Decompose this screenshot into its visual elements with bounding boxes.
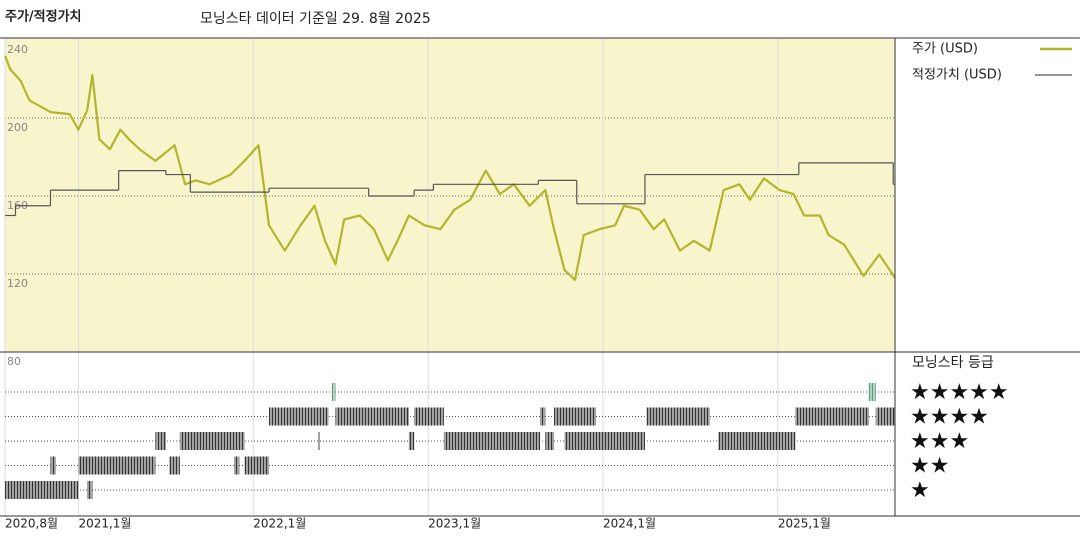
rating-stripe — [317, 432, 320, 450]
chart-subtitle: 모닝스타 데이터 기준일 29. 8월 2025 — [200, 11, 431, 27]
rating-stripe — [335, 407, 409, 426]
legend-label: 주가 (USD) — [912, 42, 978, 57]
price-line — [3, 55, 896, 281]
rating-stripe — [646, 407, 710, 426]
rating-stripe — [50, 456, 56, 475]
y-tick-label: 240 — [7, 43, 28, 56]
x-tick-label: 2025,1월 — [778, 517, 831, 531]
rating-stripe — [718, 432, 796, 450]
rating-label: ★ — [910, 478, 930, 503]
rating-stripe — [795, 407, 869, 426]
rating-stripe — [331, 383, 336, 401]
y-tick-label: 120 — [7, 277, 28, 290]
x-tick-label: 2020,8월 — [5, 517, 58, 531]
rating-label: ★★ — [910, 454, 949, 479]
x-tick-label: 2024,1월 — [603, 517, 656, 531]
x-tick-label: 2021,1월 — [78, 517, 131, 531]
legend-label: 적정가치 (USD) — [912, 68, 1002, 83]
rating-stripe — [443, 432, 541, 450]
rating-stripe — [554, 407, 597, 426]
y-tick-label: 200 — [7, 121, 28, 134]
rating-label: ★★★ — [910, 429, 969, 454]
rating-stripe — [244, 456, 270, 475]
chart-title: 주가/적정가치 — [5, 9, 82, 25]
rating-title: 모닝스타 등급 — [912, 355, 994, 371]
rating-stripe — [540, 407, 546, 426]
rating-stripe — [875, 407, 895, 426]
rating-stripe — [169, 456, 180, 475]
rating-stripe — [414, 407, 444, 426]
rating-stripe — [564, 432, 645, 450]
plot-background — [5, 38, 895, 352]
rating-stripe — [408, 432, 415, 450]
y-tick-label: 80 — [7, 355, 21, 368]
rating-stripe — [78, 456, 156, 475]
rating-stripe — [179, 432, 245, 450]
rating-stripe — [868, 383, 876, 401]
x-tick-label: 2022,1월 — [253, 517, 306, 531]
rating-stripe — [155, 432, 166, 450]
rating-stripe — [269, 407, 329, 426]
rating-stripe — [545, 432, 555, 450]
rating-label: ★★★★★ — [910, 380, 1009, 405]
x-tick-label: 2023,1월 — [428, 517, 481, 531]
rating-stripe — [5, 481, 79, 499]
rating-stripe — [87, 481, 93, 499]
rating-stripe — [234, 456, 240, 475]
rating-label: ★★★★ — [910, 405, 989, 430]
